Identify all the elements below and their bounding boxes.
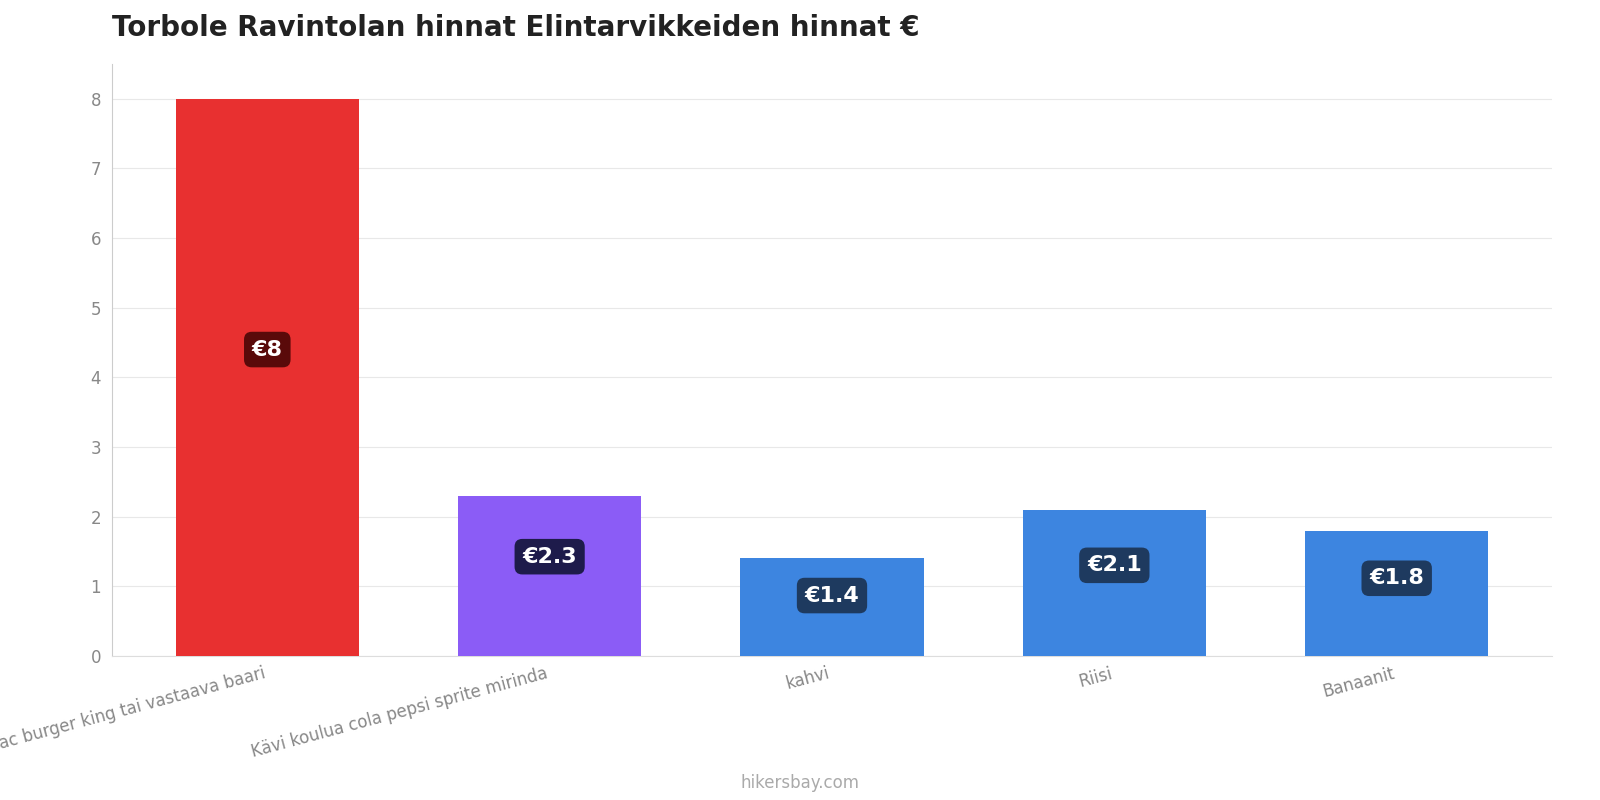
Bar	[176, 99, 358, 656]
Text: €2.1: €2.1	[1086, 555, 1142, 575]
Text: hikersbay.com: hikersbay.com	[741, 774, 859, 792]
Bar	[741, 558, 923, 656]
Bar	[458, 496, 642, 656]
Text: Torbole Ravintolan hinnat Elintarvikkeiden hinnat €: Torbole Ravintolan hinnat Elintarvikkeid…	[112, 14, 920, 42]
Bar	[1022, 510, 1206, 656]
Text: €1.8: €1.8	[1370, 568, 1424, 588]
Text: €8: €8	[251, 339, 283, 359]
Bar	[1306, 530, 1488, 656]
Text: €1.4: €1.4	[805, 586, 859, 606]
Text: €2.3: €2.3	[522, 546, 578, 566]
